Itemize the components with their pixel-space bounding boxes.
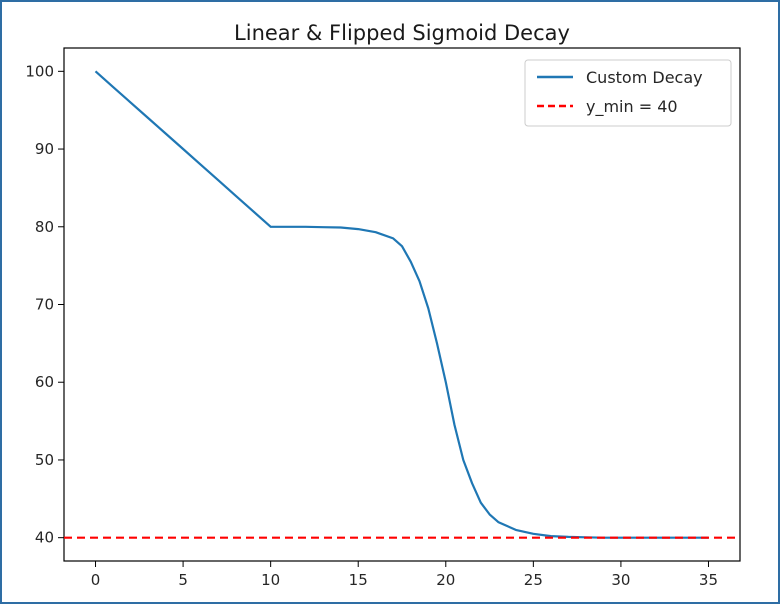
legend: Custom Decay y_min = 40 [524, 59, 732, 127]
legend-box [524, 59, 732, 127]
y-tick-label: 100 [25, 62, 54, 80]
y-tick-label: 60 [35, 373, 54, 391]
y-tick-label: 80 [35, 218, 54, 236]
x-tick-label: 25 [524, 571, 543, 589]
x-tick-label: 35 [699, 571, 718, 589]
x-tick-label: 15 [349, 571, 368, 589]
x-tick-label: 10 [261, 571, 280, 589]
y-tick-label: 90 [35, 140, 54, 158]
y-tick-label: 70 [35, 296, 54, 314]
legend-label-y-min: y_min = 40 [586, 97, 678, 117]
legend-label-custom-decay: Custom Decay [586, 68, 703, 87]
x-tick-label: 0 [91, 571, 101, 589]
x-tick-label: 20 [436, 571, 455, 589]
chart-svg: Linear & Flipped Sigmoid Decay 0 5 10 15 20 2… [25, 21, 741, 589]
y-tick-label: 40 [35, 529, 54, 547]
y-axis: 40 50 60 70 80 90 100 [25, 62, 64, 547]
x-tick-label: 5 [178, 571, 188, 589]
series-layer [64, 70, 740, 539]
x-axis: 0 5 10 15 20 25 30 35 [91, 561, 718, 589]
chart-title: Linear & Flipped Sigmoid Decay [234, 21, 570, 45]
custom-decay-line [94, 70, 709, 539]
y-tick-label: 50 [35, 451, 54, 469]
x-tick-label: 30 [611, 571, 630, 589]
